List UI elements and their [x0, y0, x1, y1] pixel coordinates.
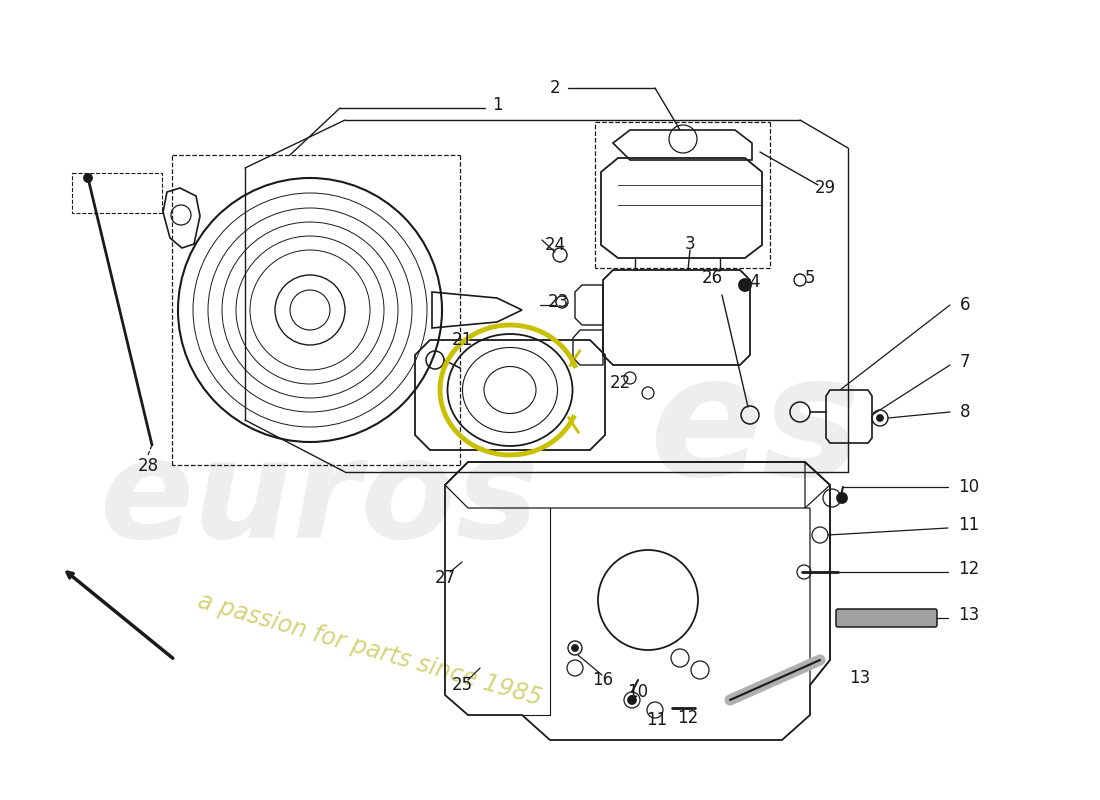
Text: 12: 12 [678, 709, 698, 727]
Text: 6: 6 [960, 296, 970, 314]
Circle shape [837, 493, 847, 503]
Text: 1: 1 [492, 96, 503, 114]
Text: 13: 13 [958, 606, 979, 624]
Text: 11: 11 [958, 516, 979, 534]
Circle shape [877, 415, 883, 421]
Text: 2: 2 [549, 79, 560, 97]
Circle shape [739, 279, 751, 291]
Text: 3: 3 [684, 235, 695, 253]
Text: 10: 10 [627, 683, 649, 701]
Text: 27: 27 [434, 569, 455, 587]
Text: 13: 13 [849, 669, 870, 687]
Text: euros: euros [100, 433, 540, 567]
Text: 21: 21 [451, 331, 473, 349]
Circle shape [84, 174, 92, 182]
Text: 25: 25 [451, 676, 473, 694]
Text: 23: 23 [548, 293, 569, 311]
Text: 11: 11 [647, 711, 668, 729]
FancyBboxPatch shape [836, 609, 937, 627]
Text: 10: 10 [958, 478, 979, 496]
Text: 7: 7 [960, 353, 970, 371]
Text: 4: 4 [750, 273, 760, 291]
Text: a passion for parts since 1985: a passion for parts since 1985 [195, 590, 544, 710]
Text: 5: 5 [805, 269, 815, 287]
Text: 8: 8 [960, 403, 970, 421]
Text: 26: 26 [702, 269, 723, 287]
Text: 24: 24 [544, 236, 565, 254]
Text: 16: 16 [593, 671, 614, 689]
Circle shape [572, 645, 578, 651]
Text: es: es [650, 349, 862, 511]
Text: 28: 28 [138, 457, 158, 475]
Text: 29: 29 [814, 179, 836, 197]
Text: 12: 12 [958, 560, 979, 578]
Text: 22: 22 [609, 374, 630, 392]
Circle shape [628, 696, 636, 704]
